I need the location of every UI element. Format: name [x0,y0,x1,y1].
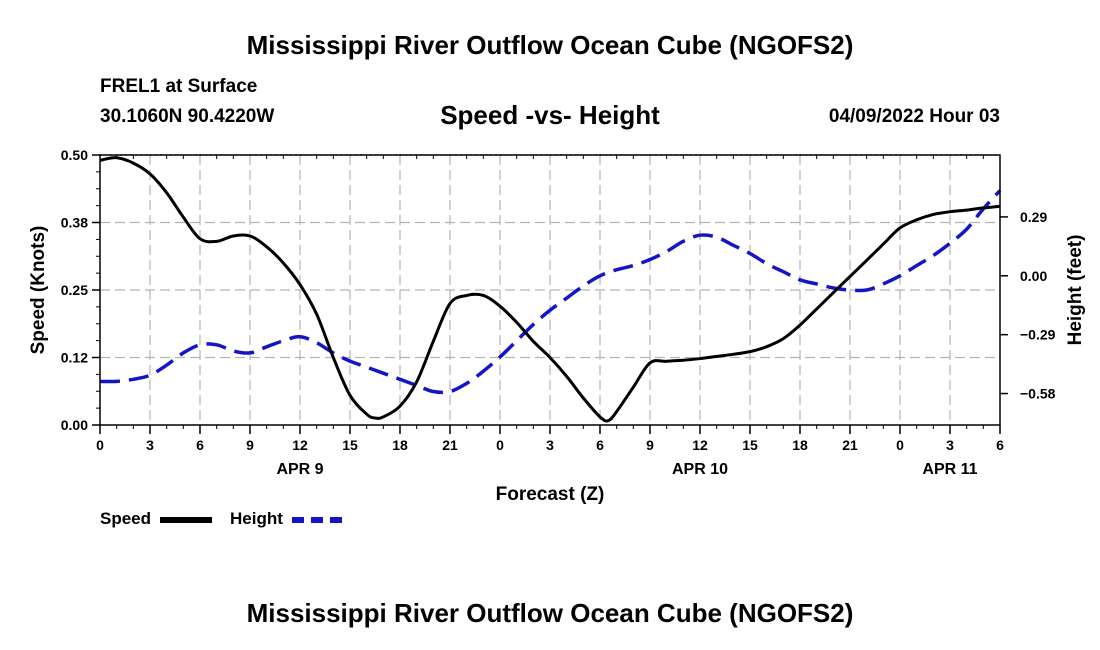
x-tick-label: 18 [792,437,808,453]
legend-height-swatch [292,517,342,523]
x-tick-label: 9 [646,437,654,453]
x-tick-label: 3 [146,437,154,453]
station-label: FREL1 at Surface [100,76,258,97]
speed-series-line [99,156,1001,423]
timestamp-label: 04/09/2022 Hour 03 [828,106,1000,127]
x-tick-label: 15 [742,437,758,453]
y-right-tick-label: −0.29 [1020,327,1056,343]
y-right-tick-label: 0.00 [1020,268,1047,284]
x-tick-label: 0 [496,437,504,453]
x-axis-title: Forecast (Z) [496,484,605,505]
x-tick-label: 0 [96,437,104,453]
y-left-tick-label: 0.12 [61,350,88,366]
x-day-label: APR 11 [922,461,977,478]
x-tick-label: 12 [292,437,308,453]
x-day-label: APR 9 [276,461,323,478]
main-title: Mississippi River Outflow Ocean Cube (NG… [246,30,854,60]
legend-speed-swatch [160,517,212,523]
y-left-tick-label: 0.38 [61,215,88,231]
chart-subtitle: Speed -vs- Height [440,100,660,130]
x-tick-label: 12 [692,437,708,453]
legend-height-label: Height [230,509,283,528]
x-tick-label: 15 [342,437,358,453]
gridlines [100,154,1000,425]
series-group [99,156,1002,423]
y-axis-left-title: Speed (Knots) [28,226,49,355]
coordinates-label: 30.1060N 90.4220W [100,106,275,127]
footer-title: Mississippi River Outflow Ocean Cube (NG… [246,598,854,628]
y-right-tick-label: −0.58 [1020,386,1056,402]
x-tick-label: 21 [842,437,858,453]
x-tick-label: 18 [392,437,408,453]
x-tick-label: 3 [946,437,954,453]
x-tick-label: 6 [596,437,604,453]
legend-speed-label: Speed [100,509,152,528]
height-series-line [99,189,1002,395]
x-tick-label: 21 [442,437,458,453]
y-axis-right-title: Height (feet) [1065,235,1086,346]
x-day-label: APR 10 [672,461,728,478]
x-tick-label: 9 [246,437,254,453]
x-tick-label: 3 [546,437,554,453]
x-tick-label: 6 [996,437,1004,453]
y-left-tick-label: 0.50 [61,147,88,163]
x-tick-label: 0 [896,437,904,453]
y-left-tick-label: 0.25 [61,282,88,298]
x-tick-label: 6 [196,437,204,453]
axes: 0 3 6 9 12 15 18 21 0 3 6 9 12 15 18 21 0 3 6 APR 9 APR 10 AP… [61,147,1056,478]
y-right-tick-label: 0.29 [1020,209,1047,225]
y-left-tick-label: 0.00 [61,417,88,433]
